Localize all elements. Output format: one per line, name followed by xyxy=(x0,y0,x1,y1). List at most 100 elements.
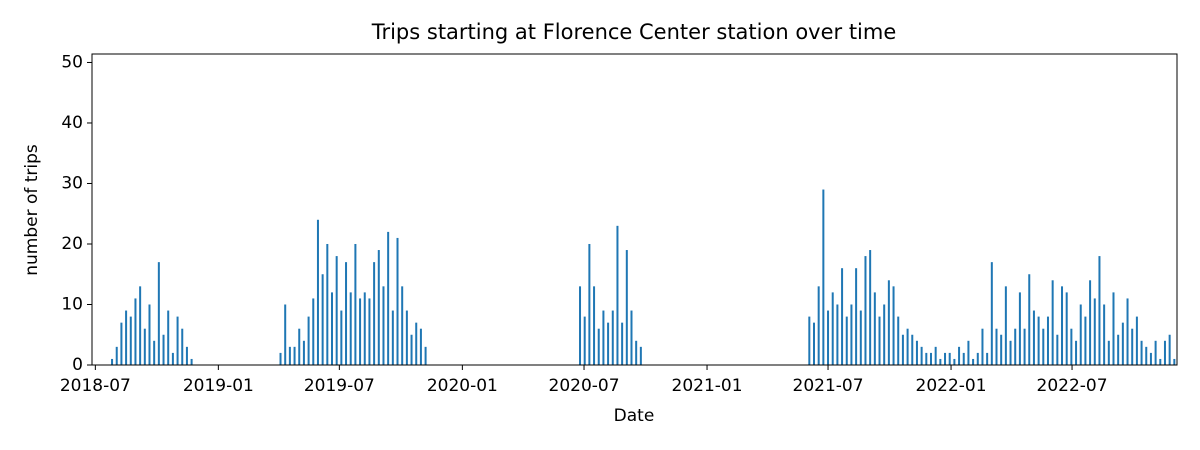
bar xyxy=(354,243,357,365)
bar xyxy=(911,334,914,365)
bar xyxy=(855,268,858,365)
bar xyxy=(901,334,904,365)
bar xyxy=(593,286,596,365)
bar xyxy=(115,346,118,365)
bar xyxy=(808,316,811,365)
bar xyxy=(915,340,918,365)
bar xyxy=(625,250,628,365)
bar xyxy=(419,328,422,365)
x-tick-label: 2021-07 xyxy=(793,376,864,396)
bar xyxy=(1000,334,1003,365)
x-tick-label: 2020-07 xyxy=(549,376,620,396)
x-tick-label: 2022-07 xyxy=(1037,376,1108,396)
bar xyxy=(1018,292,1021,365)
bar xyxy=(349,292,352,365)
bar xyxy=(1131,328,1134,365)
bar xyxy=(597,328,600,365)
chart-title: Trips starting at Florence Center statio… xyxy=(371,20,897,44)
bar xyxy=(382,286,385,365)
bar xyxy=(157,262,160,365)
bar xyxy=(986,352,989,365)
bar xyxy=(1107,340,1110,365)
y-tick-label: 40 xyxy=(61,113,83,133)
bar xyxy=(410,334,413,365)
bar xyxy=(1173,358,1176,365)
bar xyxy=(1103,304,1106,365)
x-tick-label: 2018-07 xyxy=(60,376,131,396)
bar xyxy=(611,310,614,365)
bar xyxy=(981,328,984,365)
bar xyxy=(1163,340,1166,365)
bar xyxy=(1056,334,1059,365)
bar xyxy=(120,322,123,365)
bar xyxy=(1098,256,1101,365)
bar xyxy=(143,328,146,365)
bar xyxy=(335,256,338,365)
bar xyxy=(1032,310,1035,365)
bar xyxy=(639,346,642,365)
bar xyxy=(1046,316,1049,365)
bar xyxy=(939,358,942,365)
bar xyxy=(298,328,301,365)
bar xyxy=(925,352,928,365)
bar xyxy=(630,310,633,365)
bar xyxy=(405,310,408,365)
bar xyxy=(1159,358,1162,365)
bar xyxy=(579,286,582,365)
bar xyxy=(892,286,895,365)
bar xyxy=(1112,292,1115,365)
bar xyxy=(1028,274,1031,365)
bar xyxy=(1061,286,1064,365)
bar xyxy=(359,298,362,365)
bar xyxy=(171,352,174,365)
bar xyxy=(887,280,890,365)
x-tick-label: 2020-01 xyxy=(427,376,498,396)
bar xyxy=(373,262,376,365)
bar xyxy=(190,358,193,365)
bar xyxy=(841,268,844,365)
bar xyxy=(293,346,296,365)
bar xyxy=(934,346,937,365)
y-tick-label: 0 xyxy=(72,355,83,375)
bar xyxy=(958,346,961,365)
y-tick-label: 50 xyxy=(61,52,83,72)
bar xyxy=(944,352,947,365)
bar xyxy=(817,286,820,365)
bar xyxy=(377,250,380,365)
bar xyxy=(850,304,853,365)
bar xyxy=(831,292,834,365)
bar xyxy=(962,352,965,365)
bar xyxy=(167,310,170,365)
x-tick-label: 2019-01 xyxy=(183,376,254,396)
bar xyxy=(391,310,394,365)
bar xyxy=(616,225,619,365)
x-tick-label: 2021-01 xyxy=(672,376,743,396)
bar xyxy=(307,316,310,365)
y-axis-label: number of trips xyxy=(22,144,42,276)
bar xyxy=(1023,328,1026,365)
bar xyxy=(864,256,867,365)
bar xyxy=(1009,340,1012,365)
y-tick-label: 20 xyxy=(61,234,83,254)
bar xyxy=(883,304,886,365)
bar xyxy=(1145,346,1148,365)
bar xyxy=(363,292,366,365)
bar xyxy=(1126,298,1129,365)
bar xyxy=(288,346,291,365)
bar xyxy=(181,328,184,365)
bar xyxy=(368,298,371,365)
bar xyxy=(869,250,872,365)
bar xyxy=(162,334,165,365)
bar xyxy=(1168,334,1171,365)
y-tick-label: 10 xyxy=(61,294,83,314)
bar xyxy=(396,237,399,365)
bar xyxy=(148,304,151,365)
bar xyxy=(284,304,287,365)
bar xyxy=(1149,352,1152,365)
bar xyxy=(185,346,188,365)
bar xyxy=(415,322,418,365)
bar xyxy=(990,262,993,365)
bar xyxy=(1070,328,1073,365)
